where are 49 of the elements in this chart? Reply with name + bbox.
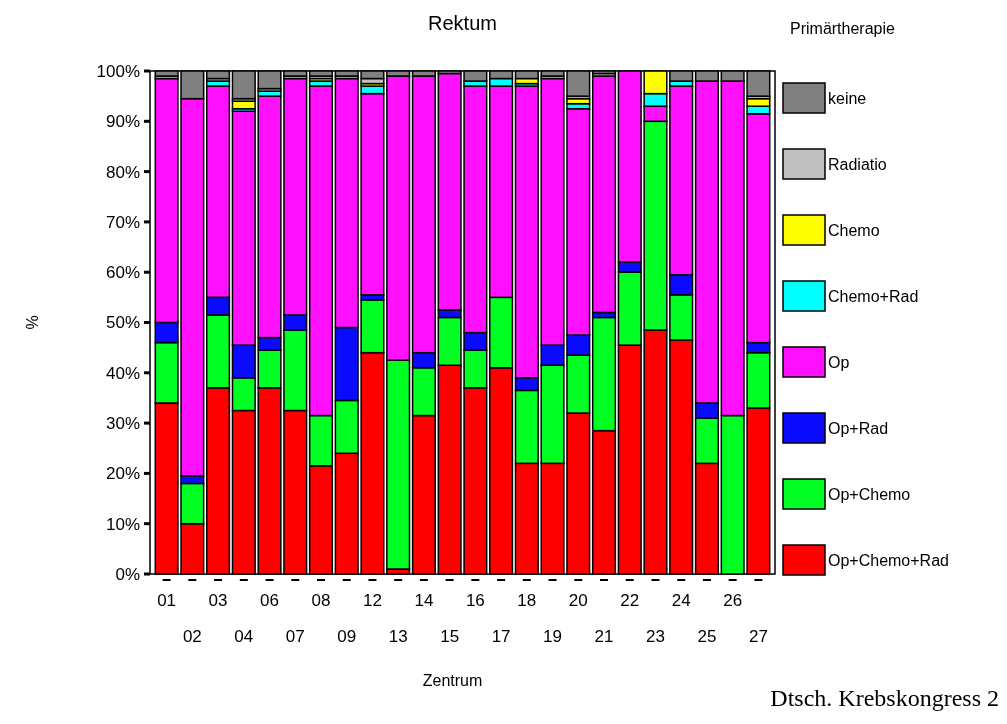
x-tick-label: 02 xyxy=(182,627,202,646)
legend-label: Radiatio xyxy=(828,155,887,173)
legend-label: Chemo xyxy=(828,221,880,239)
x-tick-label: 18 xyxy=(517,591,537,610)
x-tick-label: 26 xyxy=(723,591,743,610)
legend-title: Primärtherapie xyxy=(790,20,896,37)
x-tick-label: 12 xyxy=(362,591,382,610)
bar xyxy=(591,75,617,314)
x-tick-label: 27 xyxy=(748,627,768,646)
x-tick-label: 14 xyxy=(414,591,434,610)
text: Dtsch. Krebskongress 2 xyxy=(770,685,999,711)
y-tick-label: 60% xyxy=(105,263,140,283)
x-tick-label: 24 xyxy=(671,591,691,610)
legend-label: Op+Rad xyxy=(828,419,889,437)
y-tick-label: 0% xyxy=(115,564,140,584)
legend-label: Chemo+Rad xyxy=(828,287,919,305)
x-tick-label: 17 xyxy=(491,627,511,646)
y-tick-label: 30% xyxy=(105,414,140,434)
y-tick-label: 90% xyxy=(105,112,140,132)
legend-label: keine xyxy=(828,89,867,107)
y-tick-label: 50% xyxy=(105,313,140,333)
x-tick-label: 07 xyxy=(285,627,305,646)
x-tick-label: 25 xyxy=(697,627,717,646)
legend-label: Op xyxy=(828,353,850,371)
x-tick-label: 23 xyxy=(646,627,665,646)
x-axis-title: Zentrum xyxy=(422,672,483,689)
y-tick-label: 70% xyxy=(105,212,140,232)
x-tick-label: 03 xyxy=(208,591,228,610)
y-tick-label: 40% xyxy=(105,363,140,383)
x-tick-label: 19 xyxy=(543,627,563,646)
y-axis-title: % xyxy=(24,315,41,330)
x-tick-label: 13 xyxy=(388,627,408,646)
x-tick-label: 06 xyxy=(260,591,279,610)
x-tick-label: 09 xyxy=(337,627,357,646)
x-tick-label: 22 xyxy=(620,591,640,610)
x-tick-label: 04 xyxy=(234,627,254,646)
x-tick-label: 08 xyxy=(311,591,331,610)
x-tick-label: 20 xyxy=(568,591,588,610)
x-tick-label: 15 xyxy=(440,627,460,646)
legend-label: Op+Chemo xyxy=(828,485,911,503)
legend-label: Op+Chemo+Rad xyxy=(828,551,949,569)
x-tick-label: 01 xyxy=(157,591,177,610)
y-tick-label: 100% xyxy=(96,61,140,81)
chart-title: Rektum xyxy=(428,12,497,34)
y-tick-label: 20% xyxy=(105,464,140,484)
y-tick-label: 10% xyxy=(105,514,140,534)
y-tick-label: 80% xyxy=(105,162,140,182)
x-tick-label: 21 xyxy=(594,627,614,646)
x-tick-label: 16 xyxy=(465,591,485,610)
